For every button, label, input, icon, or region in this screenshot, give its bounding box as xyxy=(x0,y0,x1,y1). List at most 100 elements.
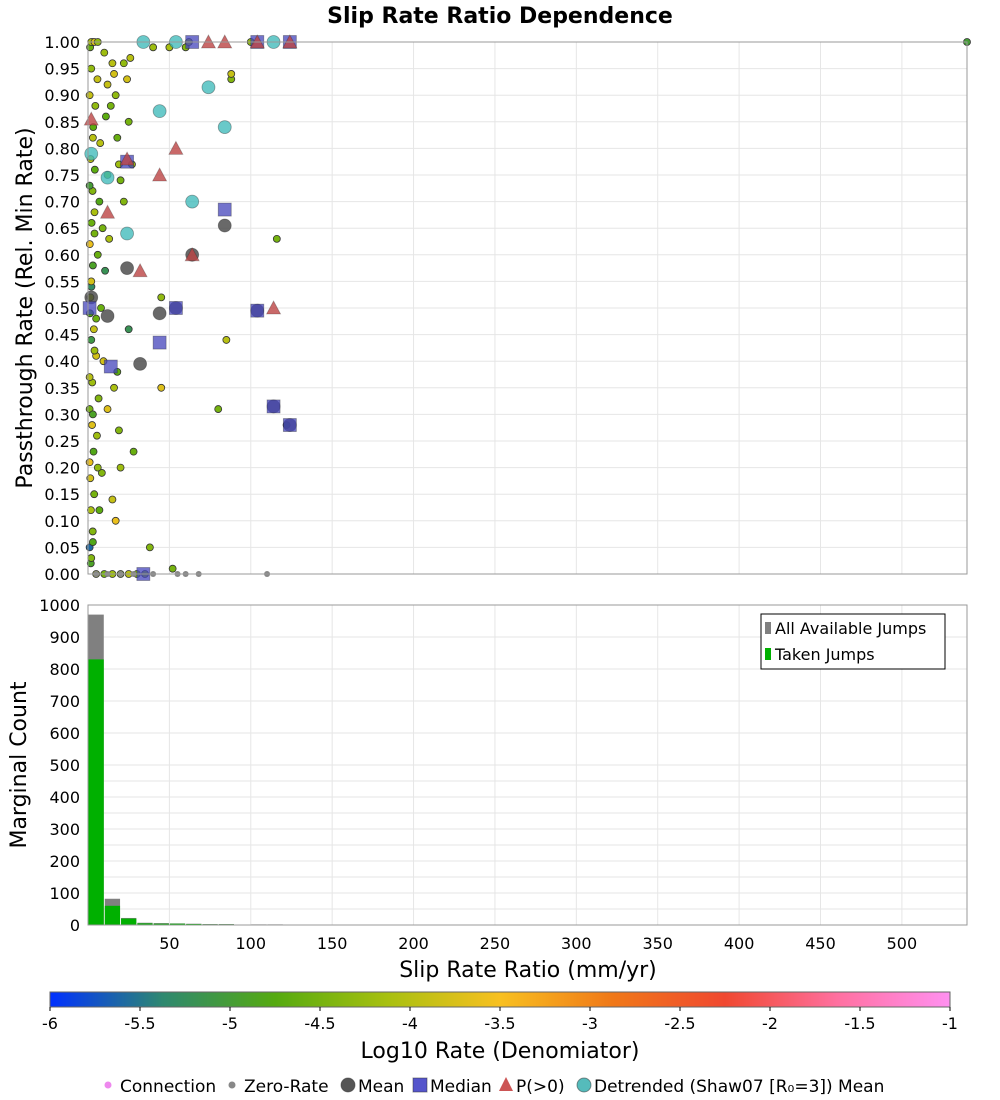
probability-point xyxy=(132,262,148,278)
histogram-y-tick-label: 600 xyxy=(49,724,80,743)
mean-point xyxy=(217,120,232,135)
connection-point xyxy=(116,176,125,185)
histogram-y-tick-label: 0 xyxy=(70,916,80,935)
connection-point xyxy=(272,234,281,243)
connection-point xyxy=(227,70,236,78)
colorbar-tick-label: -3.5 xyxy=(484,1014,515,1033)
legend-label: P(>0) xyxy=(516,1077,565,1097)
probability-point xyxy=(119,151,135,166)
mean-point xyxy=(185,194,200,209)
histogram-y-tick-label: 1000 xyxy=(39,596,80,615)
connection-point xyxy=(98,224,107,233)
median-point xyxy=(168,301,183,315)
connection-point xyxy=(87,64,96,73)
scatter-grid xyxy=(88,41,967,575)
median-point xyxy=(266,399,281,414)
connection-point xyxy=(149,43,158,52)
histogram-legend: All Available Jumps Taken Jumps xyxy=(760,613,946,670)
connection-point xyxy=(123,75,131,84)
colorbar-tick-label: -2.5 xyxy=(664,1014,695,1033)
connection-point xyxy=(88,527,97,536)
colorbar-tick-label: -6 xyxy=(42,1014,58,1033)
mean-point xyxy=(152,104,167,119)
scatter-y-tick-label: 0.70 xyxy=(44,193,80,212)
connection-point xyxy=(90,346,99,355)
connection-point xyxy=(97,469,106,477)
connection-point xyxy=(85,458,94,467)
connection-point xyxy=(106,101,115,110)
connection-point xyxy=(92,314,101,323)
x-tick-label: 400 xyxy=(724,934,755,953)
x-tick-label: 300 xyxy=(561,934,592,953)
connection-point xyxy=(90,208,99,217)
probability-point xyxy=(184,246,200,262)
scatter-y-tick-label: 0.80 xyxy=(44,139,80,158)
connection-point xyxy=(116,463,125,472)
connection-point xyxy=(88,261,97,270)
median-point xyxy=(152,335,167,350)
connection-point xyxy=(90,165,99,174)
histogram-bar xyxy=(137,923,153,925)
histogram-y-tick-label: 300 xyxy=(49,820,80,839)
connection-point xyxy=(93,250,102,259)
connection-point xyxy=(96,139,105,147)
connection-point xyxy=(222,336,231,344)
legend-label: Mean xyxy=(358,1077,404,1097)
histogram-legend-label: All Available Jumps xyxy=(775,619,926,638)
connection-point xyxy=(89,447,98,456)
x-tick-label: 100 xyxy=(236,934,267,953)
connection-point xyxy=(93,463,102,472)
mean-point xyxy=(133,356,147,371)
connection-point xyxy=(115,426,123,435)
connection-point xyxy=(88,421,96,429)
connection-point xyxy=(97,304,105,312)
colorbar-gradient xyxy=(49,991,951,1008)
legend-square-icon xyxy=(412,1077,428,1093)
connection-point xyxy=(100,48,109,57)
scatter-y-tick-label: 0.75 xyxy=(44,166,80,185)
histogram-legend-box xyxy=(760,613,946,670)
connection-point xyxy=(124,325,133,334)
histogram-y-tick-label: 800 xyxy=(49,660,80,679)
connection-point xyxy=(85,240,94,249)
colorbar: -6 -5.5 -5 -4.5 -4 -3.5 -3 -2.5 -2 -1.5 -1 xyxy=(42,991,958,1033)
connection-point xyxy=(113,133,122,142)
connection-point xyxy=(103,80,112,89)
connection-point xyxy=(90,229,99,238)
histogram-y-tick-label: 900 xyxy=(49,628,80,647)
connection-point xyxy=(87,554,96,562)
scatter-y-tick-label: 0.40 xyxy=(44,352,80,371)
marker-legend: Connection Zero-Rate Mean Median P(>0) Detren… xyxy=(104,1077,884,1097)
scatter-y-tick-label: 0.25 xyxy=(44,432,80,451)
connection-point xyxy=(168,564,177,573)
histogram-plot-border xyxy=(87,604,968,926)
probability-point xyxy=(99,204,116,219)
legend-label: Median xyxy=(430,1077,492,1097)
histogram-y-tick-label: 400 xyxy=(49,788,80,807)
mean-point xyxy=(84,146,99,161)
mean-point xyxy=(100,170,115,185)
median-point xyxy=(250,303,265,318)
colorbar-label: Log10 Rate (Denomiator) xyxy=(361,1039,640,1064)
connection-point xyxy=(157,293,166,302)
scatter-y-tick-label: 0.50 xyxy=(44,299,80,318)
scatter-y-tick-label: 0.00 xyxy=(44,565,80,584)
connection-point xyxy=(157,383,166,392)
legend-triangle-icon xyxy=(499,1077,513,1091)
median-point xyxy=(82,301,97,315)
connection-point xyxy=(103,405,112,413)
probability-point xyxy=(151,167,168,182)
connection-point xyxy=(86,474,95,483)
connection-point xyxy=(110,70,118,78)
connection-point xyxy=(101,266,109,275)
histogram-bars xyxy=(88,614,300,925)
scatter-y-tick-label: 0.95 xyxy=(44,60,80,79)
x-tick-label: 200 xyxy=(398,934,429,953)
connection-point xyxy=(110,383,118,392)
colorbar-tick-label: -5.5 xyxy=(124,1014,155,1033)
series-median xyxy=(82,35,297,581)
connection-point xyxy=(214,405,223,413)
mean-point xyxy=(120,261,134,276)
connection-point xyxy=(102,112,110,121)
scatter-y-tick-label: 0.20 xyxy=(44,459,80,478)
